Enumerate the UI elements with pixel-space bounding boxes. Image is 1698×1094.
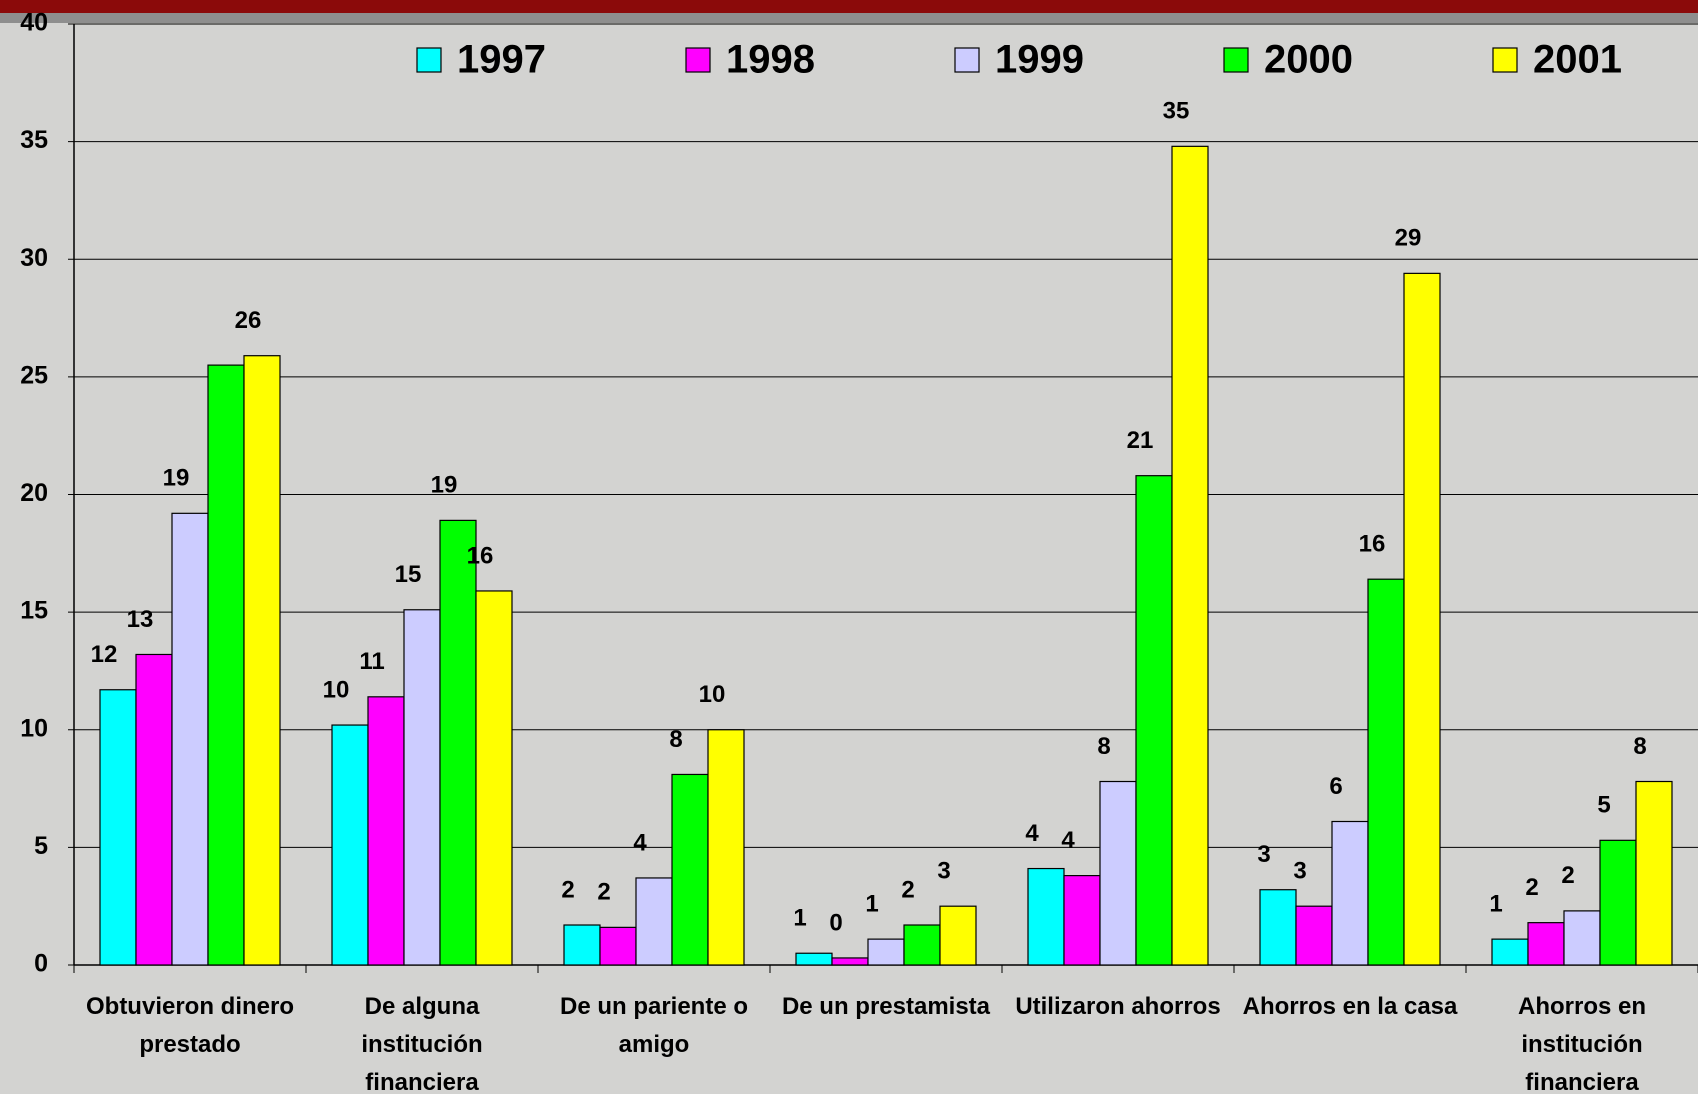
header-bar: [0, 0, 1698, 13]
y-tick-label: 15: [20, 597, 48, 625]
bar: [1259, 889, 1297, 966]
bar: [171, 512, 209, 966]
value-label: 13: [127, 606, 154, 633]
value-label: 10: [323, 676, 350, 703]
value-label: 5: [1597, 792, 1610, 819]
value-label: 2: [597, 879, 610, 906]
value-label: 1: [793, 905, 806, 932]
bar: [1635, 780, 1673, 966]
y-tick-label: 20: [20, 479, 48, 507]
bar: [1027, 867, 1065, 966]
bar: [1491, 938, 1529, 966]
value-label: 19: [431, 472, 458, 499]
bar: [207, 364, 245, 966]
value-label: 19: [163, 465, 190, 492]
value-label: 8: [1097, 733, 1110, 760]
x-tick-label: Utilizaron ahorros: [1015, 993, 1221, 1020]
bar: [1099, 780, 1137, 966]
bar: [867, 938, 905, 966]
y-tick-label: 10: [20, 714, 48, 742]
value-label: 12: [91, 641, 118, 668]
bar: [1403, 272, 1441, 966]
bar: [475, 590, 513, 966]
bar: [1563, 910, 1601, 966]
bar: [1171, 145, 1209, 966]
legend-swatch: [1223, 47, 1249, 73]
y-tick-label: 25: [20, 361, 48, 389]
value-label: 26: [235, 307, 262, 334]
x-tick-label: Ahorros en institución financiera: [1517, 993, 1646, 1094]
bar: [599, 926, 637, 966]
bar: [939, 905, 977, 966]
y-tick-label: 5: [34, 832, 48, 860]
bar: [795, 952, 833, 966]
bar: [1367, 578, 1405, 966]
bar: [1135, 475, 1173, 966]
value-label: 2: [561, 876, 574, 903]
value-label: 4: [1061, 827, 1075, 854]
legend-label: 1997: [457, 38, 546, 82]
bar: [707, 729, 745, 966]
value-label: 4: [633, 829, 647, 856]
y-tick-label: 30: [20, 244, 48, 272]
value-label: 2: [901, 876, 914, 903]
value-label: 16: [1359, 531, 1386, 558]
legend-swatch: [954, 47, 980, 73]
bar: [331, 724, 369, 966]
x-tick-label: Ahorros en la casa: [1242, 993, 1458, 1020]
bar: [1599, 839, 1637, 966]
value-label: 3: [937, 858, 950, 885]
value-label: 11: [359, 648, 384, 675]
legend-swatch: [685, 47, 711, 73]
bar: [1527, 922, 1565, 966]
y-tick-label: 35: [20, 126, 48, 154]
legend-label: 2001: [1533, 38, 1622, 82]
legend-swatch: [416, 47, 442, 73]
x-tick-label: De alguna institución financiera: [361, 993, 483, 1094]
bar: [563, 924, 601, 966]
bar: [99, 689, 137, 966]
bar: [1331, 820, 1369, 966]
x-tick-label: De un pariente o amigo: [559, 993, 749, 1058]
bar: [903, 924, 941, 966]
legend-swatch: [1492, 47, 1518, 73]
legend-label: 1999: [995, 38, 1084, 82]
value-label: 29: [1395, 225, 1422, 252]
value-label: 3: [1293, 858, 1306, 885]
value-label: 6: [1329, 773, 1342, 800]
value-label: 8: [669, 726, 682, 753]
bar: [135, 653, 173, 966]
bar: [831, 957, 869, 966]
bar: [1295, 905, 1333, 966]
value-label: 8: [1633, 733, 1646, 760]
bar: [403, 609, 441, 966]
bar: [367, 696, 405, 966]
value-label: 3: [1257, 841, 1270, 868]
value-label: 21: [1127, 427, 1154, 454]
value-label: 2: [1525, 874, 1538, 901]
value-label: 2: [1561, 862, 1574, 889]
value-label: 0: [829, 909, 842, 936]
value-label: 4: [1025, 820, 1039, 847]
value-label: 35: [1163, 98, 1190, 125]
x-tick-label: Obtuvieron dinero prestado: [85, 993, 294, 1058]
value-label: 16: [467, 542, 494, 569]
legend-label: 2000: [1264, 38, 1353, 82]
bar: [1063, 875, 1101, 966]
bar: [635, 877, 673, 966]
value-label: 1: [865, 890, 878, 917]
value-label: 15: [395, 561, 422, 588]
y-tick-label: 0: [34, 950, 48, 978]
y-tick-label: 40: [20, 9, 48, 37]
header-strip: [0, 13, 1698, 23]
x-tick-label: De un prestamista: [781, 993, 991, 1020]
value-label: 1: [1489, 890, 1502, 917]
value-label: 10: [699, 681, 726, 708]
legend-label: 1998: [726, 38, 815, 82]
bar: [243, 355, 281, 966]
bar: [439, 519, 477, 966]
bar: [671, 773, 709, 966]
